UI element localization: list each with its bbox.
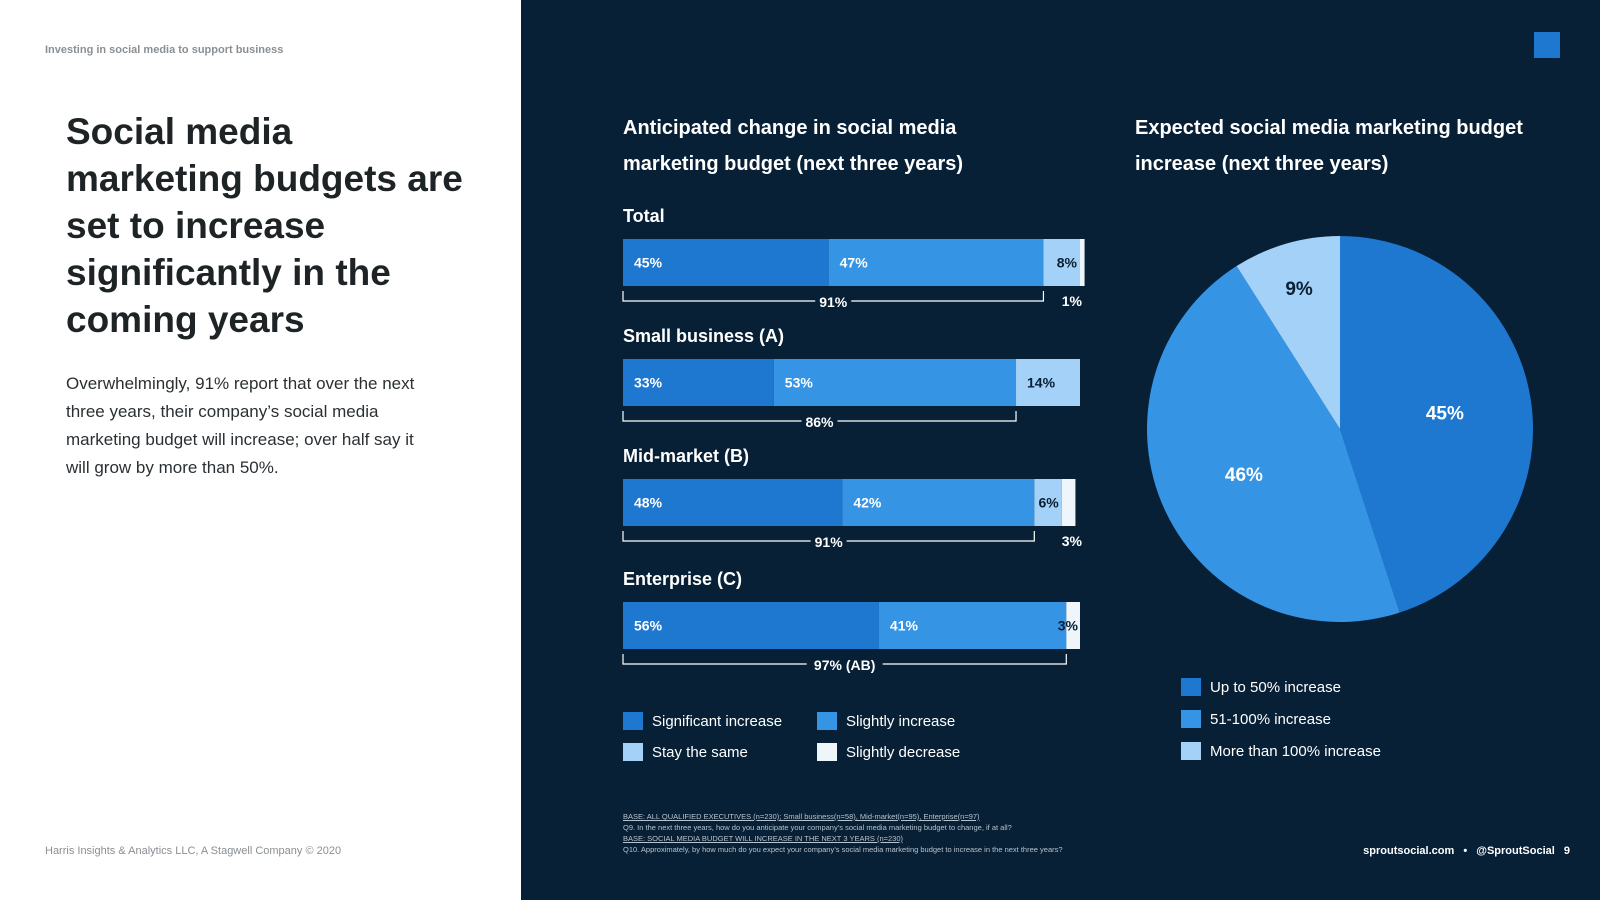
- bar-segment: [1061, 479, 1076, 526]
- bracket-line: [846, 531, 1035, 542]
- legend-label: Stay the same: [652, 743, 748, 761]
- legend-label: Significant increase: [652, 712, 783, 730]
- legend-swatch: [1181, 742, 1201, 760]
- legend-significant-increase: Significant increase: [623, 712, 782, 730]
- footer-handle[interactable]: @SproutSocial: [1476, 845, 1555, 857]
- bracket-line: [622, 291, 816, 302]
- bar-segment: [623, 479, 843, 526]
- legend-slightly-increase: Slightly increase: [817, 712, 955, 730]
- page-number: 9: [1563, 845, 1570, 857]
- legend-swatch: [817, 712, 837, 730]
- pie-slice: [1236, 236, 1340, 429]
- bracket-total-label: 97% (AB): [814, 657, 875, 673]
- bar-segment: [1016, 359, 1080, 406]
- bar-segment: [1066, 602, 1080, 649]
- pie-value-label: 9%: [1285, 279, 1313, 300]
- pie-legend-over-100: More than 100% increase: [1181, 742, 1381, 760]
- legend-label: Slightly decrease: [846, 743, 961, 761]
- bar-value-label: 42%: [853, 495, 882, 511]
- accent-square: [1534, 32, 1560, 58]
- legend-swatch: [623, 743, 643, 761]
- headline: Social media marketing budgets are set t…: [66, 111, 463, 340]
- left-panel: Investing in social media to support bus…: [0, 0, 521, 900]
- legend-label: Slightly increase: [846, 712, 956, 730]
- legend-stay-the-same: Stay the same: [623, 743, 748, 761]
- bracket-total-label: 91%: [819, 294, 848, 310]
- bar-value-label: 14%: [1027, 375, 1056, 391]
- footer-dot: •: [1463, 845, 1468, 857]
- legend-label: Up to 50% increase: [1210, 678, 1341, 696]
- bar-segment: [623, 602, 879, 649]
- bar-segment: [1080, 239, 1085, 286]
- bracket-line: [622, 411, 802, 422]
- bar-category-label: Total: [623, 206, 665, 226]
- footnotes: BASE: ALL QUALIFIED EXECUTIVES (n=230); …: [623, 811, 1143, 855]
- legend-swatch: [623, 712, 643, 730]
- bar-chart-title: Anticipated change in social media marke…: [623, 117, 964, 175]
- bar-value-label: 56%: [634, 618, 663, 634]
- bar-category-label: Enterprise (C): [623, 569, 742, 589]
- bracket-total-label: 86%: [805, 414, 834, 430]
- bar-segment: [1043, 239, 1080, 286]
- legend-swatch: [817, 743, 837, 761]
- bar-category-label: Mid-market (B): [623, 446, 749, 466]
- legend-label: More than 100% increase: [1210, 742, 1381, 760]
- bracket-line: [622, 531, 811, 542]
- pie-slice: [1147, 266, 1400, 622]
- bar-value-label: 41%: [890, 618, 919, 634]
- bracket-line: [851, 291, 1045, 302]
- pie-value-label: 45%: [1426, 403, 1464, 424]
- footer-copyright: Harris Insights & Analytics LLC, A Stagw…: [45, 845, 342, 857]
- bar-segment: [1034, 479, 1062, 526]
- bar-value-label: 6%: [1038, 495, 1059, 511]
- legend-label: 51-100% increase: [1210, 710, 1331, 728]
- body-text: Overwhelmingly, 91% report that over the…: [66, 374, 415, 477]
- bar-segment: [878, 602, 1067, 649]
- footer-right: sproutsocial.com • @SproutSocial 9: [1357, 845, 1570, 857]
- section-eyebrow: Investing in social media to support bus…: [45, 44, 284, 56]
- bar-value-label: 1%: [1062, 293, 1083, 309]
- bar-segment: [842, 479, 1035, 526]
- bar-value-label: 33%: [634, 375, 663, 391]
- legend-swatch: [1181, 710, 1201, 728]
- pie-chart-title: Expected social media marketing budget i…: [1135, 117, 1523, 175]
- bar-value-label: 48%: [634, 495, 663, 511]
- bar-value-label: 45%: [634, 255, 663, 271]
- bracket-line: [882, 654, 1067, 665]
- bar-value-label: 53%: [785, 375, 814, 391]
- bracket-line: [837, 411, 1017, 422]
- bracket-line: [622, 654, 807, 665]
- bracket-total-label: 91%: [815, 534, 844, 550]
- bar-value-label: 3%: [1058, 618, 1079, 634]
- bar-segment: [773, 359, 1017, 406]
- footnote-base-2: BASE: SOCIAL MEDIA BUDGET WILL INCREASE …: [623, 834, 904, 843]
- pie-legend-up-to-50: Up to 50% increase: [1181, 678, 1341, 696]
- bar-category-label: Small business (A): [623, 326, 784, 346]
- footnote-q9: Q9. In the next three years, how do you …: [623, 823, 1012, 832]
- bar-segment: [623, 239, 829, 286]
- footnote-q10: Q10. Approximately, by how much do you e…: [623, 845, 1063, 854]
- bar-segment: [828, 239, 1044, 286]
- pie-slice: [1340, 236, 1533, 613]
- legend-slightly-decrease: Slightly decrease: [817, 743, 960, 761]
- pie-legend-51-100: 51-100% increase: [1181, 710, 1331, 728]
- bar-value-label: 47%: [840, 255, 869, 271]
- footnote-base-1: BASE: ALL QUALIFIED EXECUTIVES (n=230); …: [623, 812, 980, 821]
- bar-segment: [623, 359, 774, 406]
- bar-value-label: 8%: [1057, 255, 1078, 271]
- bar-value-label: 3%: [1062, 533, 1083, 549]
- footer-site-link[interactable]: sproutsocial.com: [1363, 845, 1455, 857]
- legend-swatch: [1181, 678, 1201, 696]
- pie-value-label: 46%: [1225, 465, 1263, 486]
